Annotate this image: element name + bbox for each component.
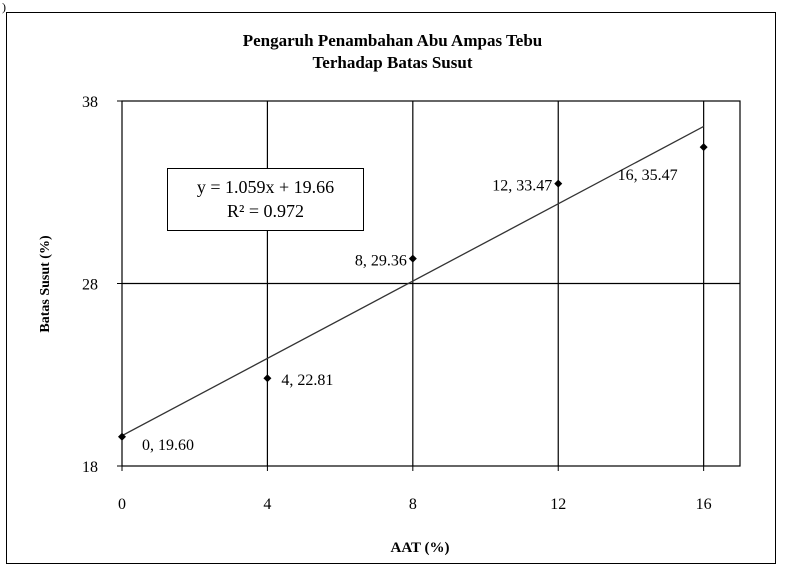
data-point-4: [699, 143, 708, 152]
chart-title: Pengaruh Penambahan Abu Ampas Tebu: [242, 31, 543, 50]
y-tick-label-18: 18: [82, 459, 98, 476]
trendline: [121, 125, 704, 437]
data-label-0: 0, 19.60: [142, 437, 194, 454]
x-tick-label-4: 4: [263, 496, 271, 513]
data-point-2: [408, 254, 417, 263]
corner-mark: ): [2, 0, 6, 14]
y-axis-label: Batas Susut (%): [38, 235, 53, 333]
chart-frame: [6, 12, 776, 564]
chart-title-block: Pengaruh Penambahan Abu Ampas Tebu Terha…: [0, 30, 785, 74]
y-tick-label-38: 38: [82, 94, 98, 111]
data-label-1: 4, 22.81: [281, 372, 333, 389]
trendline-equation: y = 1.059x + 19.66: [196, 177, 335, 197]
y-tick-label-28: 28: [82, 277, 98, 294]
trendline-equation-box: y = 1.059x + 19.66 R² = 0.972: [167, 168, 364, 231]
chart-subtitle: Terhadap Batas Susut: [312, 53, 473, 72]
data-label-2: 8, 29.36: [355, 253, 407, 270]
data-point-3: [554, 179, 563, 188]
data-label-3: 12, 33.47: [492, 178, 552, 195]
data-label-4: 16, 35.47: [618, 167, 678, 184]
x-tick-label-0: 0: [118, 496, 126, 513]
trendline-r-squared: R² = 0.972: [226, 201, 305, 221]
data-point-1: [263, 374, 272, 383]
x-tick-label-12: 12: [550, 496, 566, 513]
x-tick-label-16: 16: [696, 496, 712, 513]
data-point-0: [118, 432, 126, 441]
x-axis-label: AAT (%): [390, 540, 450, 556]
x-tick-label-8: 8: [409, 496, 417, 513]
